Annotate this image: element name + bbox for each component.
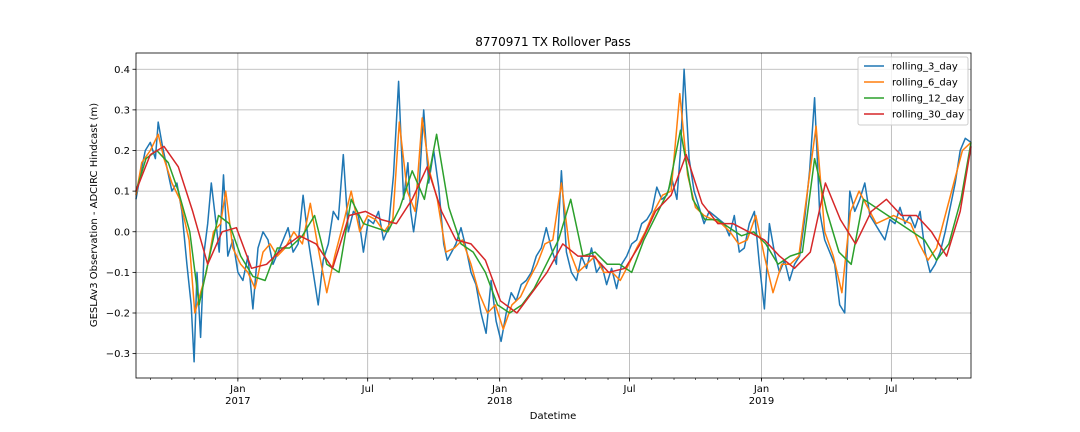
legend-label: rolling_3_day xyxy=(892,62,958,73)
x-tick-label: Jan xyxy=(753,384,769,395)
x-tick-label: Jul xyxy=(884,384,897,395)
legend: rolling_3_day rolling_6_day rolling_12_day… xyxy=(857,56,969,126)
chart-title: 8770971 TX Rollover Pass xyxy=(475,35,631,49)
series-line-rolling-6-day xyxy=(135,92,972,331)
series-line-rolling-12-day xyxy=(135,129,972,314)
series-line-rolling-30-day xyxy=(135,145,972,314)
y-tick-label: −0.2 xyxy=(106,309,130,320)
x-tick-label: Jan xyxy=(491,384,507,395)
y-tick-label: 0.2 xyxy=(114,146,130,157)
x-tick-year-label: 2017 xyxy=(225,396,250,407)
x-tick-label: Jan xyxy=(229,384,245,395)
x-axis-label: Datetime xyxy=(530,411,577,422)
x-tick-year-label: 2019 xyxy=(749,396,774,407)
legend-box xyxy=(857,56,969,126)
series-lines xyxy=(135,68,972,363)
y-tick-label: 0.4 xyxy=(114,65,130,76)
x-tick-label: Jul xyxy=(361,384,374,395)
series-line-rolling-3-day xyxy=(135,68,972,363)
y-tick-label: 0.1 xyxy=(114,187,130,198)
y-axis-label: GESLAv3 Observation - ADCIRC Hindcast (m… xyxy=(89,103,100,327)
legend-label: rolling_30_day xyxy=(892,110,964,121)
y-tick-label: 0.0 xyxy=(114,227,130,238)
y-tick-label: −0.3 xyxy=(106,349,130,360)
x-tick-label: Jul xyxy=(623,384,636,395)
y-tick-label: 0.3 xyxy=(114,105,130,116)
legend-label: rolling_6_day xyxy=(892,78,958,89)
x-tick-year-label: 2018 xyxy=(487,396,512,407)
legend-label: rolling_12_day xyxy=(892,94,964,105)
plot-frame xyxy=(135,52,972,379)
y-tick-label: −0.1 xyxy=(106,268,130,279)
